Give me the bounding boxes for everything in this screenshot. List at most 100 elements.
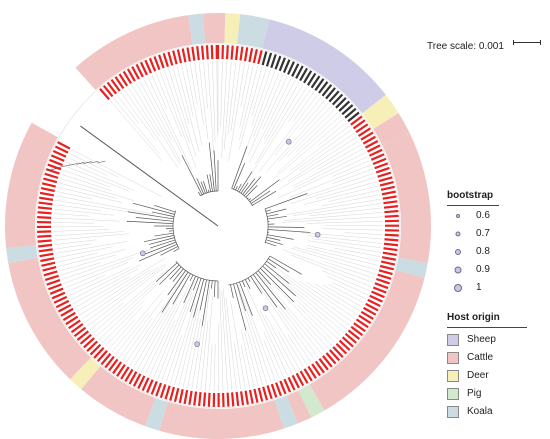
tree-leaf-guide-line xyxy=(221,61,228,159)
tree-leaf-label-mark xyxy=(37,239,52,243)
tree-leaf-label-mark xyxy=(112,361,123,375)
tree-leaf-label-mark xyxy=(243,47,249,62)
tree-leaf-label-mark xyxy=(353,322,366,333)
tree-leaf-label-mark xyxy=(65,315,79,326)
tree-leaf-guide-line xyxy=(108,319,136,350)
tree-leaf-guide-line xyxy=(277,115,341,173)
tree-leaf-guide-line xyxy=(67,157,108,176)
tree-leaf-label-mark xyxy=(110,79,121,92)
tree-leaf-guide-line xyxy=(295,112,338,153)
tree-leaf-label-mark xyxy=(122,70,132,85)
tree-leaf-guide-line xyxy=(63,257,135,284)
tree-branch xyxy=(238,171,253,193)
tree-leaf-label-mark xyxy=(375,166,390,174)
bootstrap-value: 0.6 xyxy=(476,210,490,221)
tree-leaf-label-mark xyxy=(102,84,114,98)
tree-branch-arc xyxy=(231,188,253,207)
tree-leaf-guide-line xyxy=(120,92,156,141)
tree-leaf-label-mark xyxy=(159,384,167,399)
tree-leaf-label-mark xyxy=(131,66,140,80)
tree-leaf-label-mark xyxy=(186,47,191,62)
tree-leaf-guide-line xyxy=(200,320,209,391)
tree-leaf-guide-line xyxy=(296,299,339,340)
tree-leaf-guide-line xyxy=(293,246,378,271)
tree-leaf-label-mark xyxy=(332,346,344,358)
host-color-swatch xyxy=(447,370,459,382)
tree-leaf-guide-line xyxy=(176,66,200,153)
tree-leaf-guide-line xyxy=(239,66,263,150)
tree-leaf-label-mark xyxy=(38,243,53,248)
tree-leaf-guide-line xyxy=(302,320,329,349)
tree-leaf-label-mark xyxy=(240,391,245,406)
tree-branch xyxy=(54,166,64,169)
tree-leaf-label-mark xyxy=(270,54,277,69)
tree-leaf-guide-line xyxy=(288,89,311,123)
tree-branch xyxy=(236,282,246,312)
tree-leaf-label-mark xyxy=(311,363,321,377)
tree-leaf-label-mark xyxy=(207,392,211,407)
tree-branch xyxy=(239,281,253,316)
tree-leaf-guide-line xyxy=(153,281,195,378)
tree-branch xyxy=(154,232,174,237)
tree-branch-arc xyxy=(228,255,271,286)
tree-leaf-guide-line xyxy=(279,306,319,358)
tree-leaf-guide-line xyxy=(326,275,369,296)
tree-leaf-guide-line xyxy=(54,199,129,213)
tree-leaf-guide-line xyxy=(322,270,370,292)
tree-leaf-guide-line xyxy=(62,169,111,188)
tree-leaf-guide-line xyxy=(259,94,318,172)
tree-leaf-guide-line xyxy=(257,271,326,352)
tree-branch xyxy=(262,265,296,297)
tree-leaf-guide-line xyxy=(204,295,213,391)
tree-leaf-guide-line xyxy=(230,62,241,132)
tree-leaf-label-mark xyxy=(43,270,58,277)
tree-leaf-label-mark xyxy=(104,355,115,369)
tree-leaf-guide-line xyxy=(255,84,304,165)
tree-leaf-label-mark xyxy=(120,366,130,380)
tree-leaf-label-mark xyxy=(132,373,142,387)
tree-leaf-guide-line xyxy=(245,299,276,381)
tree-leaf-guide-line xyxy=(246,288,288,376)
host-color-swatch xyxy=(447,406,459,418)
tree-leaf-label-mark xyxy=(48,283,62,291)
tree-branch xyxy=(213,150,217,192)
tree-branch xyxy=(69,163,78,166)
tree-leaf-label-mark xyxy=(384,214,399,218)
tree-leaf-label-mark xyxy=(173,387,180,403)
bootstrap-circle-icon xyxy=(455,231,461,237)
tree-leaf-label-mark xyxy=(93,346,105,359)
tree-leaf-label-mark xyxy=(335,97,347,109)
tree-leaf-label-mark xyxy=(141,377,150,392)
tree-leaf-label-mark xyxy=(37,211,52,215)
tree-leaf-label-mark xyxy=(379,180,394,187)
tree-leaf-guide-line xyxy=(262,76,288,129)
host-origin-ring-segment xyxy=(8,257,91,380)
tree-leaf-label-mark xyxy=(270,383,278,398)
tree-leaf-guide-line xyxy=(157,292,193,380)
tree-leaf-guide-line xyxy=(279,129,353,182)
tree-leaf-label-mark xyxy=(355,318,369,329)
tree-leaf-label-mark xyxy=(360,131,374,141)
tree-leaf-label-mark xyxy=(37,216,52,219)
tree-leaf-label-mark xyxy=(344,332,357,344)
tree-leaf-guide-line xyxy=(149,320,176,377)
tree-leaf-label-mark xyxy=(318,357,329,371)
bootstrap-node-marker xyxy=(262,305,269,312)
tree-leaf-label-mark xyxy=(377,273,392,280)
tree-leaf-guide-line xyxy=(284,278,348,330)
tree-leaf-label-mark xyxy=(200,45,205,60)
tree-leaf-guide-line xyxy=(277,156,368,199)
tree-leaf-guide-line xyxy=(53,233,130,241)
tree-leaf-guide-line xyxy=(328,190,380,202)
tree-leaf-label-mark xyxy=(96,350,108,362)
tree-leaf-guide-line xyxy=(104,306,143,347)
tree-leaf-label-mark xyxy=(167,51,174,66)
tree-leaf-guide-line xyxy=(56,191,93,200)
tree-leaf-guide-line xyxy=(65,161,135,191)
tree-leaf-guide-line xyxy=(198,62,209,139)
tree-leaf-guide-line xyxy=(56,252,98,263)
tree-leaf-label-mark xyxy=(169,386,175,401)
tree-leaf-label-mark xyxy=(44,172,59,179)
tree-leaf-label-mark xyxy=(362,135,376,145)
tree-branch xyxy=(242,280,246,288)
